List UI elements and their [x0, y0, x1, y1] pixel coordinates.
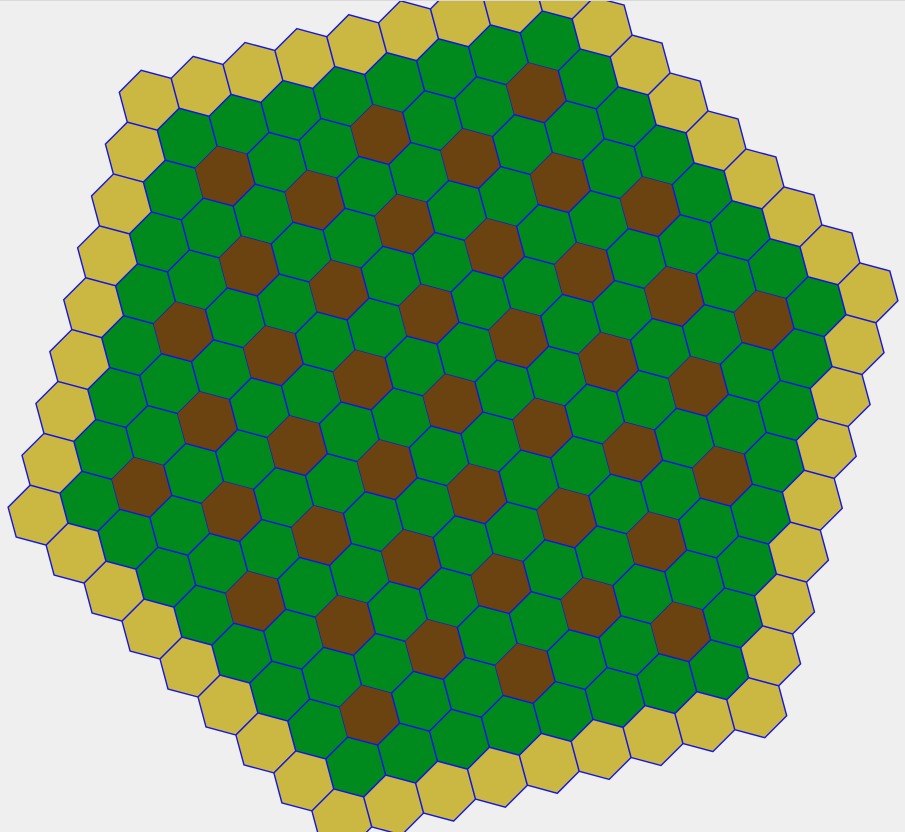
hex-cell-dirt[interactable]: [111, 457, 172, 518]
hex-cell-dirt[interactable]: [561, 577, 621, 638]
hex-cell-dirt[interactable]: [339, 685, 400, 746]
hex-cell-dirt[interactable]: [650, 601, 711, 662]
hex-cell-dirt[interactable]: [602, 422, 663, 483]
hex-cell-dirt[interactable]: [195, 146, 256, 207]
hex-cell-dirt[interactable]: [734, 290, 795, 351]
hex-cell-dirt[interactable]: [512, 398, 573, 458]
hex-cell-dirt[interactable]: [488, 308, 549, 369]
hex-cell-dirt[interactable]: [537, 488, 597, 548]
hex-cell-dirt[interactable]: [153, 301, 214, 362]
hex-cell-dirt[interactable]: [350, 104, 411, 165]
hex-cell-dirt[interactable]: [620, 176, 681, 237]
hex-cell-dirt[interactable]: [177, 391, 238, 452]
hex-cell-dirt[interactable]: [225, 571, 286, 632]
hex-cell-dirt[interactable]: [315, 595, 376, 656]
hex-cell-dirt[interactable]: [243, 325, 304, 386]
hex-cell-dirt[interactable]: [374, 194, 435, 255]
hex-cell-dirt[interactable]: [440, 128, 501, 189]
hex-cell-dirt[interactable]: [405, 619, 466, 680]
hex-cell-dirt[interactable]: [692, 446, 753, 507]
hex-cell-dirt[interactable]: [644, 266, 705, 327]
hex-cell-dirt[interactable]: [333, 350, 394, 410]
hex-cell-dirt[interactable]: [471, 553, 532, 614]
hex-cell-dirt[interactable]: [357, 439, 418, 500]
hex-cell-dirt[interactable]: [423, 374, 483, 434]
hex-cell-dirt[interactable]: [578, 332, 639, 393]
hex-cell-dirt[interactable]: [309, 260, 369, 320]
hex-cell-dirt[interactable]: [201, 481, 262, 542]
hex-cell-dirt[interactable]: [399, 284, 459, 345]
hex-cell-dirt[interactable]: [495, 643, 556, 704]
hex-cell-dirt[interactable]: [554, 242, 615, 303]
hex-cell-dirt[interactable]: [447, 463, 507, 524]
hex-cells-layer: [7, 1, 899, 832]
hex-cell-dirt[interactable]: [267, 415, 328, 476]
hex-cell-dirt[interactable]: [668, 356, 729, 417]
hex-cell-dirt[interactable]: [506, 62, 567, 123]
hex-cell-dirt[interactable]: [285, 170, 345, 231]
hex-cell-dirt[interactable]: [530, 152, 591, 213]
hex-cell-dirt[interactable]: [464, 218, 525, 279]
hex-cell-dirt[interactable]: [626, 512, 687, 572]
hex-cell-beach[interactable]: [726, 677, 788, 739]
hex-cell-dirt[interactable]: [291, 505, 352, 566]
hex-cell-dirt[interactable]: [219, 236, 280, 296]
hex-cell-dirt[interactable]: [381, 529, 442, 590]
